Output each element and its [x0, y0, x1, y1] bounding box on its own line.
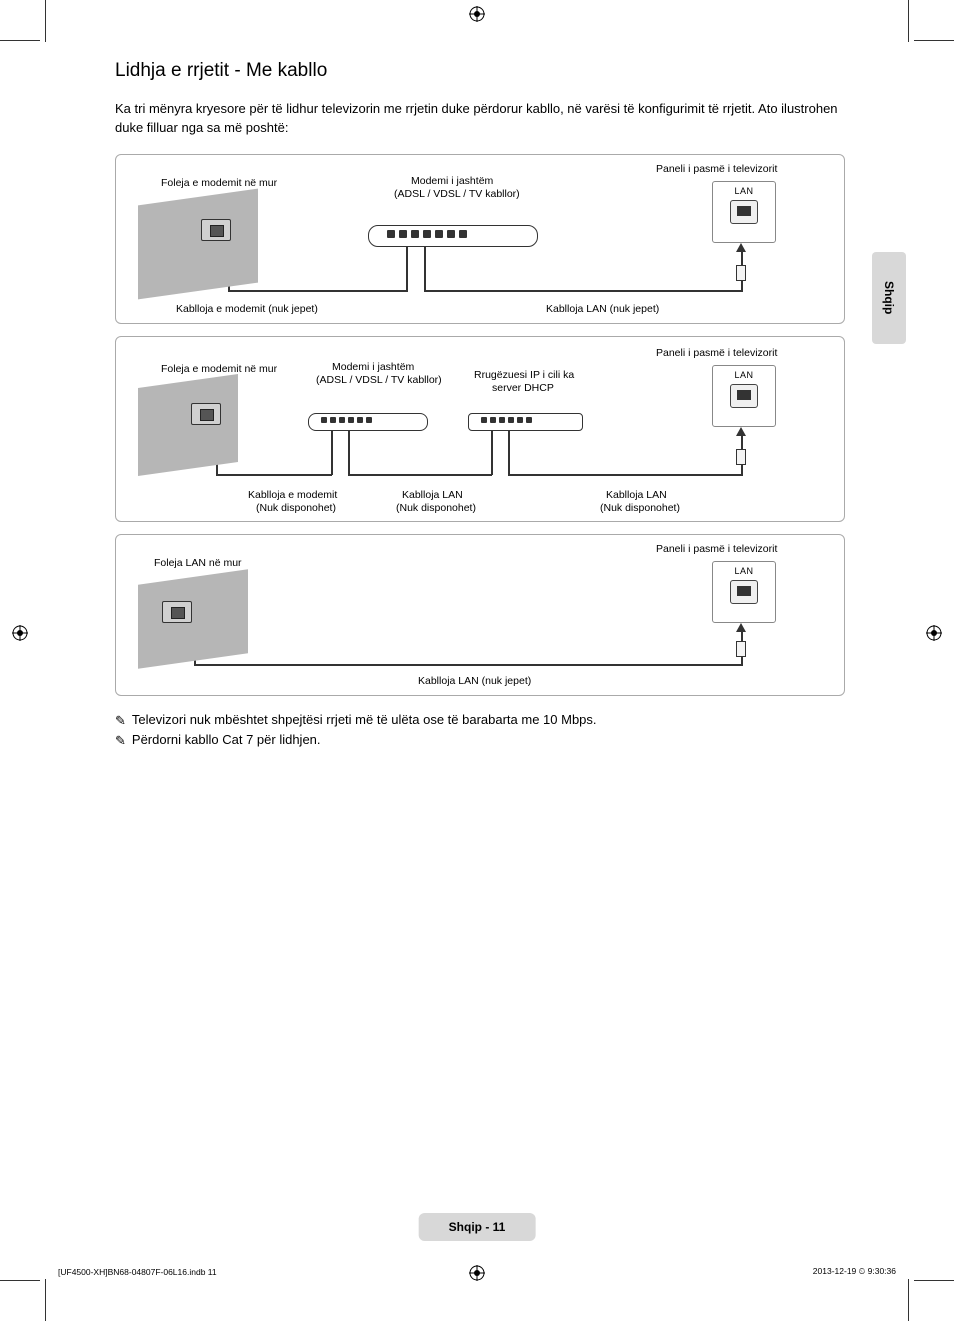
lan-port-label: LAN: [713, 186, 775, 196]
crop-mark: [914, 40, 954, 41]
wall-jack-icon: [191, 403, 221, 425]
note-text: Përdorni kabllo Cat 7 për lidhjen.: [132, 730, 321, 751]
cable: [216, 474, 332, 476]
tv-lan-panel: LAN: [712, 561, 776, 623]
note-icon: ✎: [115, 711, 126, 732]
registration-mark-icon: [469, 1265, 485, 1281]
cable: [348, 431, 350, 475]
modem-label-top: Modemi i jashtëm: [332, 361, 414, 374]
cable3-label-top: Kablloja LAN: [606, 489, 667, 502]
cable: [424, 247, 426, 291]
modem-device: [308, 413, 428, 431]
cable: [406, 247, 408, 291]
cable: [508, 431, 510, 475]
cable: [331, 431, 333, 475]
wall-shape: [138, 374, 238, 476]
intro-text: Ka tri mënyra kryesore për të lidhur tel…: [115, 100, 845, 138]
footer-timestamp: 2013-12-19 ⏲ 9:30:36: [813, 1266, 896, 1277]
wall-jack-label: Foleja e modemit në mur: [161, 177, 277, 190]
lan-port-icon: [730, 384, 758, 408]
language-tab-label: Shqip: [882, 281, 896, 314]
arrow-icon: [736, 427, 746, 436]
lan-port-icon: [730, 580, 758, 604]
diagram-1: Foleja e modemit në mur Modemi i jashtëm…: [115, 154, 845, 324]
cable: [491, 431, 493, 475]
arrow-icon: [736, 243, 746, 252]
registration-mark-icon: [926, 625, 942, 641]
cable3-label-sub: (Nuk disponohet): [600, 502, 680, 515]
arrow-icon: [736, 623, 746, 632]
cable: [194, 664, 742, 666]
crop-mark: [45, 1279, 46, 1321]
crop-mark: [45, 0, 46, 42]
tv-lan-panel: LAN: [712, 365, 776, 427]
diagram-3: Foleja LAN në mur Paneli i pasmë i telev…: [115, 534, 845, 696]
note-item: ✎ Televizori nuk mbështet shpejtësi rrje…: [115, 710, 845, 731]
cable1-label-sub: (Nuk disponohet): [256, 502, 336, 515]
wall-shape: [138, 569, 248, 668]
tv-panel-label: Paneli i pasmë i televizorit: [656, 163, 777, 176]
note-item: ✎ Përdorni kabllo Cat 7 për lidhjen.: [115, 730, 845, 751]
lan-port-label: LAN: [713, 370, 775, 380]
crop-mark: [0, 1280, 40, 1281]
registration-mark-icon: [12, 625, 28, 641]
page-content: Lidhja e rrjetit - Me kabllo Ka tri mëny…: [115, 60, 845, 751]
crop-mark: [0, 40, 40, 41]
wall-jack-icon: [201, 219, 231, 241]
language-tab: Shqip: [872, 252, 906, 344]
footer-filename: [UF4500-XH]BN68-04807F-06L16.indb 11: [58, 1267, 217, 1277]
cable: [228, 290, 408, 292]
router-label-top: Rrugëzuesi IP i cili ka: [474, 369, 574, 382]
cable2-label-sub: (Nuk disponohet): [396, 502, 476, 515]
crop-mark: [914, 1280, 954, 1281]
cable: [508, 474, 742, 476]
wall-jack-icon: [162, 601, 192, 623]
note-text: Televizori nuk mbështet shpejtësi rrjeti…: [132, 710, 597, 731]
crop-mark: [908, 1279, 909, 1321]
cable-plug-icon: [736, 449, 746, 465]
page-title: Lidhja e rrjetit - Me kabllo: [115, 60, 845, 82]
page-number-badge: Shqip - 11: [419, 1213, 536, 1241]
modem-device: [368, 225, 538, 247]
crop-mark: [908, 0, 909, 42]
notes-section: ✎ Televizori nuk mbështet shpejtësi rrje…: [115, 710, 845, 752]
cable-label-left: Kablloja e modemit (nuk jepet): [176, 303, 318, 316]
router-label-sub: server DHCP: [492, 382, 554, 395]
cable: [424, 290, 742, 292]
registration-mark-icon: [469, 6, 485, 22]
lan-port-icon: [730, 200, 758, 224]
modem-label-sub: (ADSL / VDSL / TV kabllor): [394, 188, 520, 201]
tv-panel-label: Paneli i pasmë i televizorit: [656, 347, 777, 360]
diagram-2: Foleja e modemit në mur Modemi i jashtëm…: [115, 336, 845, 522]
tv-panel-label: Paneli i pasmë i televizorit: [656, 543, 777, 556]
cable: [348, 474, 492, 476]
cable2-label-top: Kablloja LAN: [402, 489, 463, 502]
cable-label: Kablloja LAN (nuk jepet): [418, 675, 531, 688]
cable-label-right: Kablloja LAN (nuk jepet): [546, 303, 659, 316]
cable-plug-icon: [736, 641, 746, 657]
lan-port-label: LAN: [713, 566, 775, 576]
note-icon: ✎: [115, 731, 126, 752]
tv-lan-panel: LAN: [712, 181, 776, 243]
cable-plug-icon: [736, 265, 746, 281]
router-device: [468, 413, 583, 431]
modem-label-sub: (ADSL / VDSL / TV kabllor): [316, 374, 442, 387]
wall-jack-label: Foleja e modemit në mur: [161, 363, 277, 376]
cable1-label-top: Kablloja e modemit: [248, 489, 337, 502]
wall-shape: [138, 188, 258, 299]
wall-jack-label: Foleja LAN në mur: [154, 557, 242, 570]
modem-label-top: Modemi i jashtëm: [411, 175, 493, 188]
